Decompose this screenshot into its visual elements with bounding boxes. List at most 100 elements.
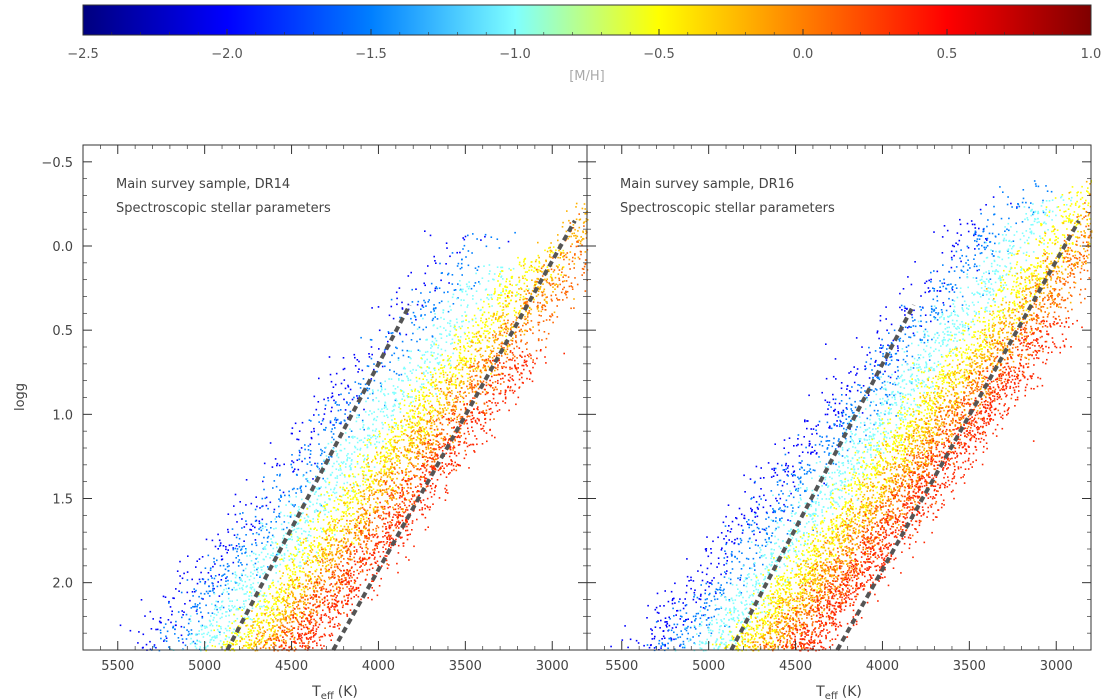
data-point [216,634,218,637]
data-point [410,339,413,341]
data-point [352,498,354,500]
data-point [296,459,299,461]
data-point [491,363,493,365]
data-point [478,361,480,363]
data-point [526,330,528,332]
data-point [403,433,405,435]
data-point [358,416,360,418]
data-point [455,318,458,320]
data-point [528,288,530,290]
data-point [467,377,469,380]
data-point [379,462,381,465]
data-point [372,488,375,490]
data-point [466,385,468,388]
data-point [317,514,320,516]
data-point [363,525,366,527]
data-point [480,371,483,374]
data-point [548,283,551,285]
data-point [318,443,320,445]
data-point [308,419,311,421]
data-point [572,256,574,259]
data-point [499,334,502,336]
data-point [453,414,456,416]
data-point [309,450,312,452]
data-point [418,448,421,451]
data-point [304,530,307,533]
data-point [359,539,361,541]
data-point [457,368,460,371]
data-point [438,375,441,378]
data-point [433,342,435,344]
data-point [274,625,277,627]
data-point [395,398,397,400]
data-point [568,219,570,222]
data-point [286,615,289,617]
data-point [543,288,546,291]
data-point [582,238,585,240]
data-point [353,581,356,584]
data-point [393,451,395,453]
data-point [240,615,243,617]
data-point [496,388,498,391]
data-point [214,545,217,548]
data-point [537,271,539,273]
data-point [372,399,375,402]
data-point [568,235,570,238]
data-point [542,283,544,285]
data-point [290,590,293,593]
data-point [411,288,413,291]
data-point [416,425,419,427]
data-point [401,419,403,422]
data-point [209,641,211,644]
data-point [459,288,462,291]
data-point [235,608,238,611]
data-point [508,359,510,361]
data-point [292,604,294,607]
data-point [189,615,192,617]
data-point [370,378,373,380]
data-point [155,646,157,649]
data-point [283,552,286,555]
data-point [347,540,349,542]
data-point [317,518,319,521]
data-point [453,341,456,344]
data-point [233,534,236,536]
data-point [421,476,424,478]
data-point [482,354,484,357]
colorbar-ticks: −2.5 −2.0 −1.5 −1.0 −0.5 0.0 0.5 1.0 [67,29,1101,62]
data-point [293,612,296,615]
data-point [487,298,490,301]
data-point [393,352,396,355]
data-point [284,611,287,614]
data-point [505,305,508,308]
data-point [410,271,412,274]
data-point [267,615,270,617]
data-point [385,471,388,474]
data-point [448,401,450,404]
data-point [393,441,396,443]
data-point [534,280,537,283]
data-point [367,438,370,440]
data-point [277,626,280,628]
data-point [322,555,325,558]
data-point [192,640,195,643]
data-point [255,642,257,645]
data-point [492,278,494,281]
data-point [321,466,323,468]
data-point [256,574,258,576]
data-point [525,288,528,291]
data-point [277,614,279,616]
data-point [434,307,437,310]
data-point [354,466,357,468]
data-point [461,368,464,371]
data-point [323,509,325,512]
data-point [277,553,280,556]
data-point [419,452,421,455]
data-point [310,608,313,611]
data-point [317,510,319,512]
data-point [422,430,424,433]
data-point [552,286,554,288]
data-point [569,251,572,253]
data-point [421,383,423,386]
data-point [282,534,285,537]
